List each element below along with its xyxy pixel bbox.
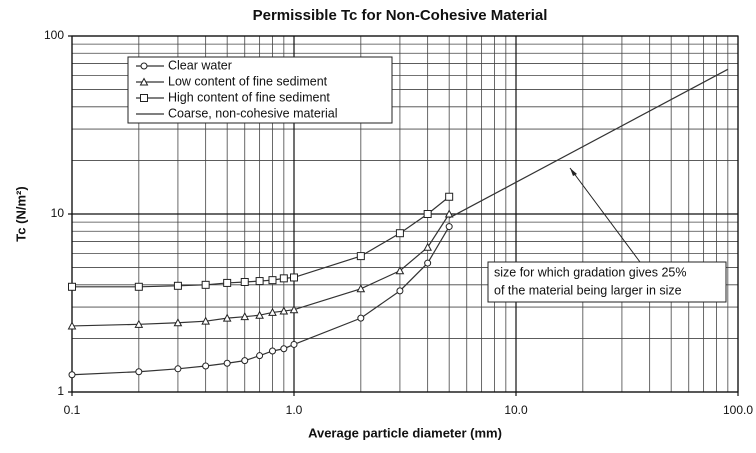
y-tick-label: 100: [44, 28, 64, 42]
marker: [139, 77, 149, 86]
y-tick-label: 1: [57, 384, 64, 398]
x-tick-label: 10.0: [504, 403, 528, 417]
marker: [357, 314, 365, 322]
chart-title: Permissible Tc for Non-Cohesive Material: [253, 7, 548, 24]
series-line: [72, 196, 450, 288]
annotation-text: size for which gradation gives 25%: [494, 265, 686, 279]
marker: [140, 94, 148, 102]
marker: [396, 287, 404, 295]
x-tick-label: 0.1: [64, 403, 81, 417]
marker: [255, 277, 264, 286]
marker: [201, 280, 210, 289]
marker: [268, 276, 277, 285]
marker: [356, 284, 366, 293]
marker: [424, 259, 432, 267]
marker: [222, 313, 232, 322]
x-axis-label: Average particle diameter (mm): [308, 425, 502, 440]
marker: [356, 252, 365, 261]
annotation-arrowhead: [570, 168, 577, 176]
annotation-text: of the material being larger in size: [494, 283, 682, 297]
y-axis-label: Tc (N/m²): [13, 186, 28, 241]
marker: [395, 229, 404, 238]
legend-label: Coarse, non-cohesive material: [168, 106, 338, 120]
marker: [174, 365, 182, 373]
x-tick-label: 100.0: [723, 403, 753, 417]
marker: [140, 62, 148, 70]
series-line: [71, 226, 450, 376]
x-tick-label: 1.0: [286, 403, 303, 417]
marker: [279, 274, 288, 283]
marker: [423, 242, 432, 251]
marker: [202, 362, 210, 370]
marker: [68, 282, 76, 291]
marker: [395, 266, 405, 275]
marker: [240, 312, 250, 321]
marker: [445, 192, 454, 201]
marker: [135, 368, 143, 376]
marker: [68, 371, 76, 379]
marker: [289, 305, 299, 314]
marker: [173, 318, 183, 327]
marker: [423, 210, 432, 218]
marker: [223, 359, 231, 367]
series-line: [71, 213, 450, 327]
plot-frame: [71, 35, 739, 393]
marker: [279, 306, 289, 315]
marker: [268, 347, 276, 355]
legend-box: [127, 56, 393, 124]
marker: [290, 273, 298, 282]
marker: [134, 319, 144, 328]
marker: [241, 357, 249, 365]
marker: [290, 340, 298, 348]
marker: [240, 277, 249, 286]
legend-label: High content of fine sediment: [168, 90, 330, 104]
marker: [134, 282, 143, 291]
marker: [268, 307, 277, 316]
marker: [173, 281, 182, 290]
marker: [67, 321, 77, 330]
legend-label: Low content of fine sediment: [168, 74, 328, 88]
legend-label: Clear water: [168, 58, 232, 72]
series-line: [448, 68, 729, 219]
annotation-arrow: [569, 167, 641, 263]
marker: [444, 209, 454, 218]
marker: [256, 352, 264, 360]
marker: [201, 316, 210, 325]
marker: [445, 223, 453, 231]
annotation-box: [487, 261, 727, 303]
y-tick-label: 10: [51, 206, 65, 220]
marker: [255, 310, 264, 319]
marker: [223, 278, 232, 287]
marker: [280, 345, 288, 353]
